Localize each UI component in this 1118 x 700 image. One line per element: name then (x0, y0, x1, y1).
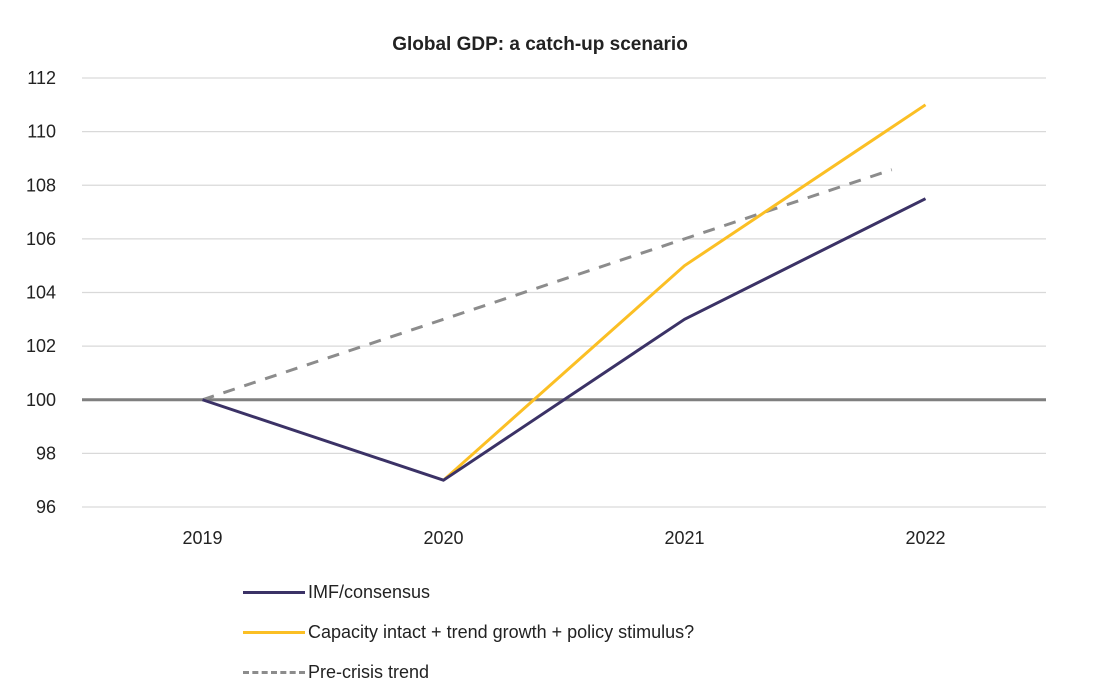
x-tick-label: 2021 (664, 528, 704, 548)
y-tick-label: 112 (27, 68, 56, 88)
y-tick-label: 102 (26, 336, 56, 356)
x-tick-label: 2019 (182, 528, 222, 548)
y-tick-label: 100 (26, 390, 56, 410)
chart-title: Global GDP: a catch-up scenario (392, 34, 688, 55)
gridlines (82, 77, 1046, 508)
y-axis-ticks: 96 98 100 102 104 106 108 110 112 (26, 68, 56, 517)
legend-label-capacity: Capacity intact + trend growth + policy … (308, 621, 695, 642)
legend-label-pre-crisis: Pre-crisis trend (308, 661, 430, 682)
x-tick-label: 2020 (423, 528, 463, 548)
y-tick-label: 110 (27, 122, 56, 142)
legend-item-imf: IMF/consensus (243, 572, 694, 612)
x-tick-label: 2022 (905, 528, 945, 548)
series-line-pre-crisis-trend (202, 168, 893, 402)
series-lines (202, 103, 927, 482)
legend-label-imf: IMF/consensus (308, 581, 431, 602)
y-tick-label: 106 (26, 229, 56, 249)
y-tick-label: 108 (26, 175, 56, 195)
legend-item-pre-crisis: Pre-crisis trend (243, 652, 694, 692)
legend: IMF/consensus Capacity intact + trend gr… (243, 572, 694, 692)
legend-swatch-imf (243, 590, 305, 594)
y-tick-label: 104 (26, 283, 56, 303)
legend-item-capacity: Capacity intact + trend growth + policy … (243, 612, 694, 652)
legend-swatch-pre-crisis (243, 670, 305, 674)
legend-swatch-capacity (243, 630, 305, 634)
series-line-capacity-intact-trend-growth-policy-stimulus (442, 103, 927, 482)
y-tick-label: 96 (36, 497, 56, 517)
series-line-imf-consensus (202, 197, 927, 482)
y-tick-label: 98 (36, 443, 56, 463)
x-axis-ticks: 2019 2020 2021 2022 (182, 528, 945, 548)
